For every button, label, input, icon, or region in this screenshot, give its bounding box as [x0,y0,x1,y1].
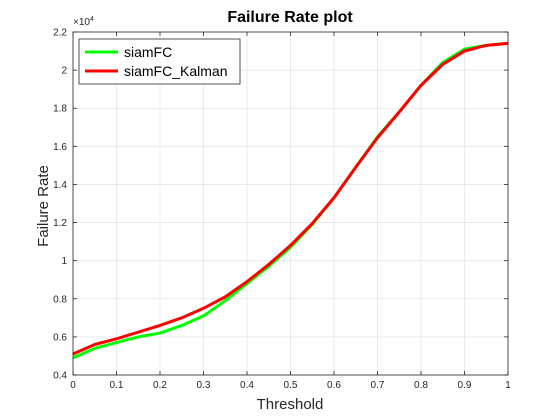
x-tick-label: 0.6 [327,380,341,391]
y-tick-label: 1.2 [53,218,67,229]
x-tick-label: 0.3 [197,380,211,391]
y-tick-label: 0.8 [53,294,67,305]
series-line-siamfc-kalman [72,41,509,356]
x-tick-label: 0.4 [240,380,254,391]
y-tick-label: 1 [61,256,67,267]
y-tick-label: 1.6 [53,142,67,153]
x-tick-label: 0.7 [371,380,385,391]
y-tick-labels: 0.4 0.6 0.8 1 1.2 1.4 1.6 1.8 2 2.2 [53,28,67,382]
x-tick-label: 0.8 [414,380,428,391]
x-tick-label: 0.2 [153,380,167,391]
chart-title: Failure Rate plot [227,9,353,26]
x-tick-label: 1 [505,380,511,391]
series-layer [72,41,509,360]
y-axis-label: Failure Rate [35,165,52,247]
x-tick-label: 0.1 [110,380,124,391]
x-tick-label: 0.5 [284,380,298,391]
y-tick-label: 0.6 [53,332,67,343]
legend-label-siamfc-kalman: siamFC_Kalman [124,63,227,79]
legend-label-siamfc: siamFC [124,44,172,60]
ticks [72,31,509,376]
x-tick-label: 0.9 [458,380,472,391]
x-tick-label: 0 [70,380,76,391]
legend: siamFC siamFC_Kalman [78,38,241,85]
y-tick-label: 1.4 [53,180,67,191]
y-tick-label: 1.8 [53,104,67,115]
legend-box [78,38,241,85]
y-tick-label: 0.4 [53,371,67,382]
y-exponent-label: ×104 [73,16,94,28]
x-tick-labels: 0 0.1 0.2 0.3 0.4 0.5 0.6 0.7 0.8 0.9 1 [70,380,511,391]
y-tick-label: 2 [61,66,67,77]
y-tick-label: 2.2 [53,28,67,39]
x-axis-label: Threshold [257,396,324,413]
